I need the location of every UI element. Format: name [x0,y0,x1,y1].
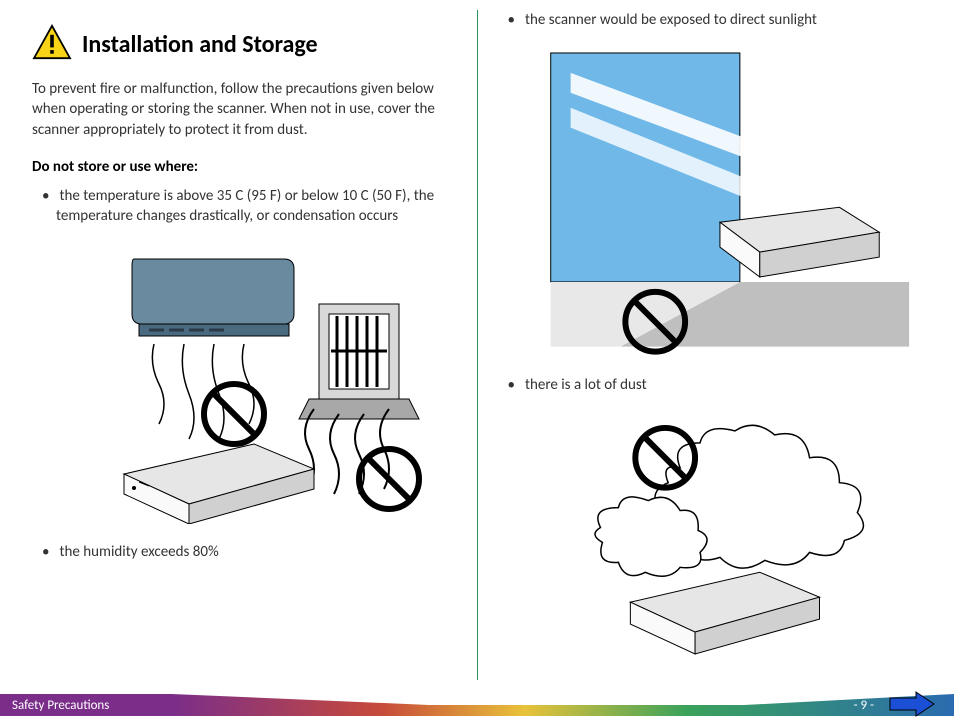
warning-icon [32,24,72,65]
page-footer: Safety Precautions - 9 - [0,694,954,716]
page-title: Installation and Storage [82,30,318,59]
footer-page-number: - 9 - [854,698,874,713]
bullet-dust: there is a lot of dust [498,375,923,395]
bullet-list-right: the scanner would be exposed to direct s… [498,10,923,38]
footer-gradient-bar [0,694,954,716]
intro-paragraph: To prevent fire or malfunction, follow t… [32,79,457,140]
scanner-icon [720,208,879,278]
ac-unit-icon [132,259,294,439]
illustration-temperature [54,244,434,524]
page-body: Installation and Storage To prevent fire… [0,0,954,680]
scanner-icon [124,444,314,524]
bullet-temperature: the temperature is above 35 C (95 F) or … [32,186,457,227]
left-column: Installation and Storage To prevent fire… [20,10,478,680]
illustration-sunlight [510,48,910,357]
bullet-list-left-2: the humidity exceeds 80% [32,542,457,570]
prohibit-icon [359,449,419,509]
bullet-humidity: the humidity exceeds 80% [32,542,457,562]
prohibit-icon [204,384,264,444]
bullet-list-left: the temperature is above 35 C (95 F) or … [32,186,457,235]
bullet-list-right-2: there is a lot of dust [498,375,923,403]
footer-section-title: Safety Precautions [0,698,109,713]
heading-row: Installation and Storage [32,24,457,65]
bullet-sunlight: the scanner would be exposed to direct s… [498,10,923,30]
right-column: the scanner would be exposed to direct s… [478,10,935,680]
scanner-icon [630,572,819,654]
subheading: Do not store or use where: [32,158,457,176]
next-page-arrow-icon[interactable] [888,690,936,722]
illustration-dust [540,413,880,662]
